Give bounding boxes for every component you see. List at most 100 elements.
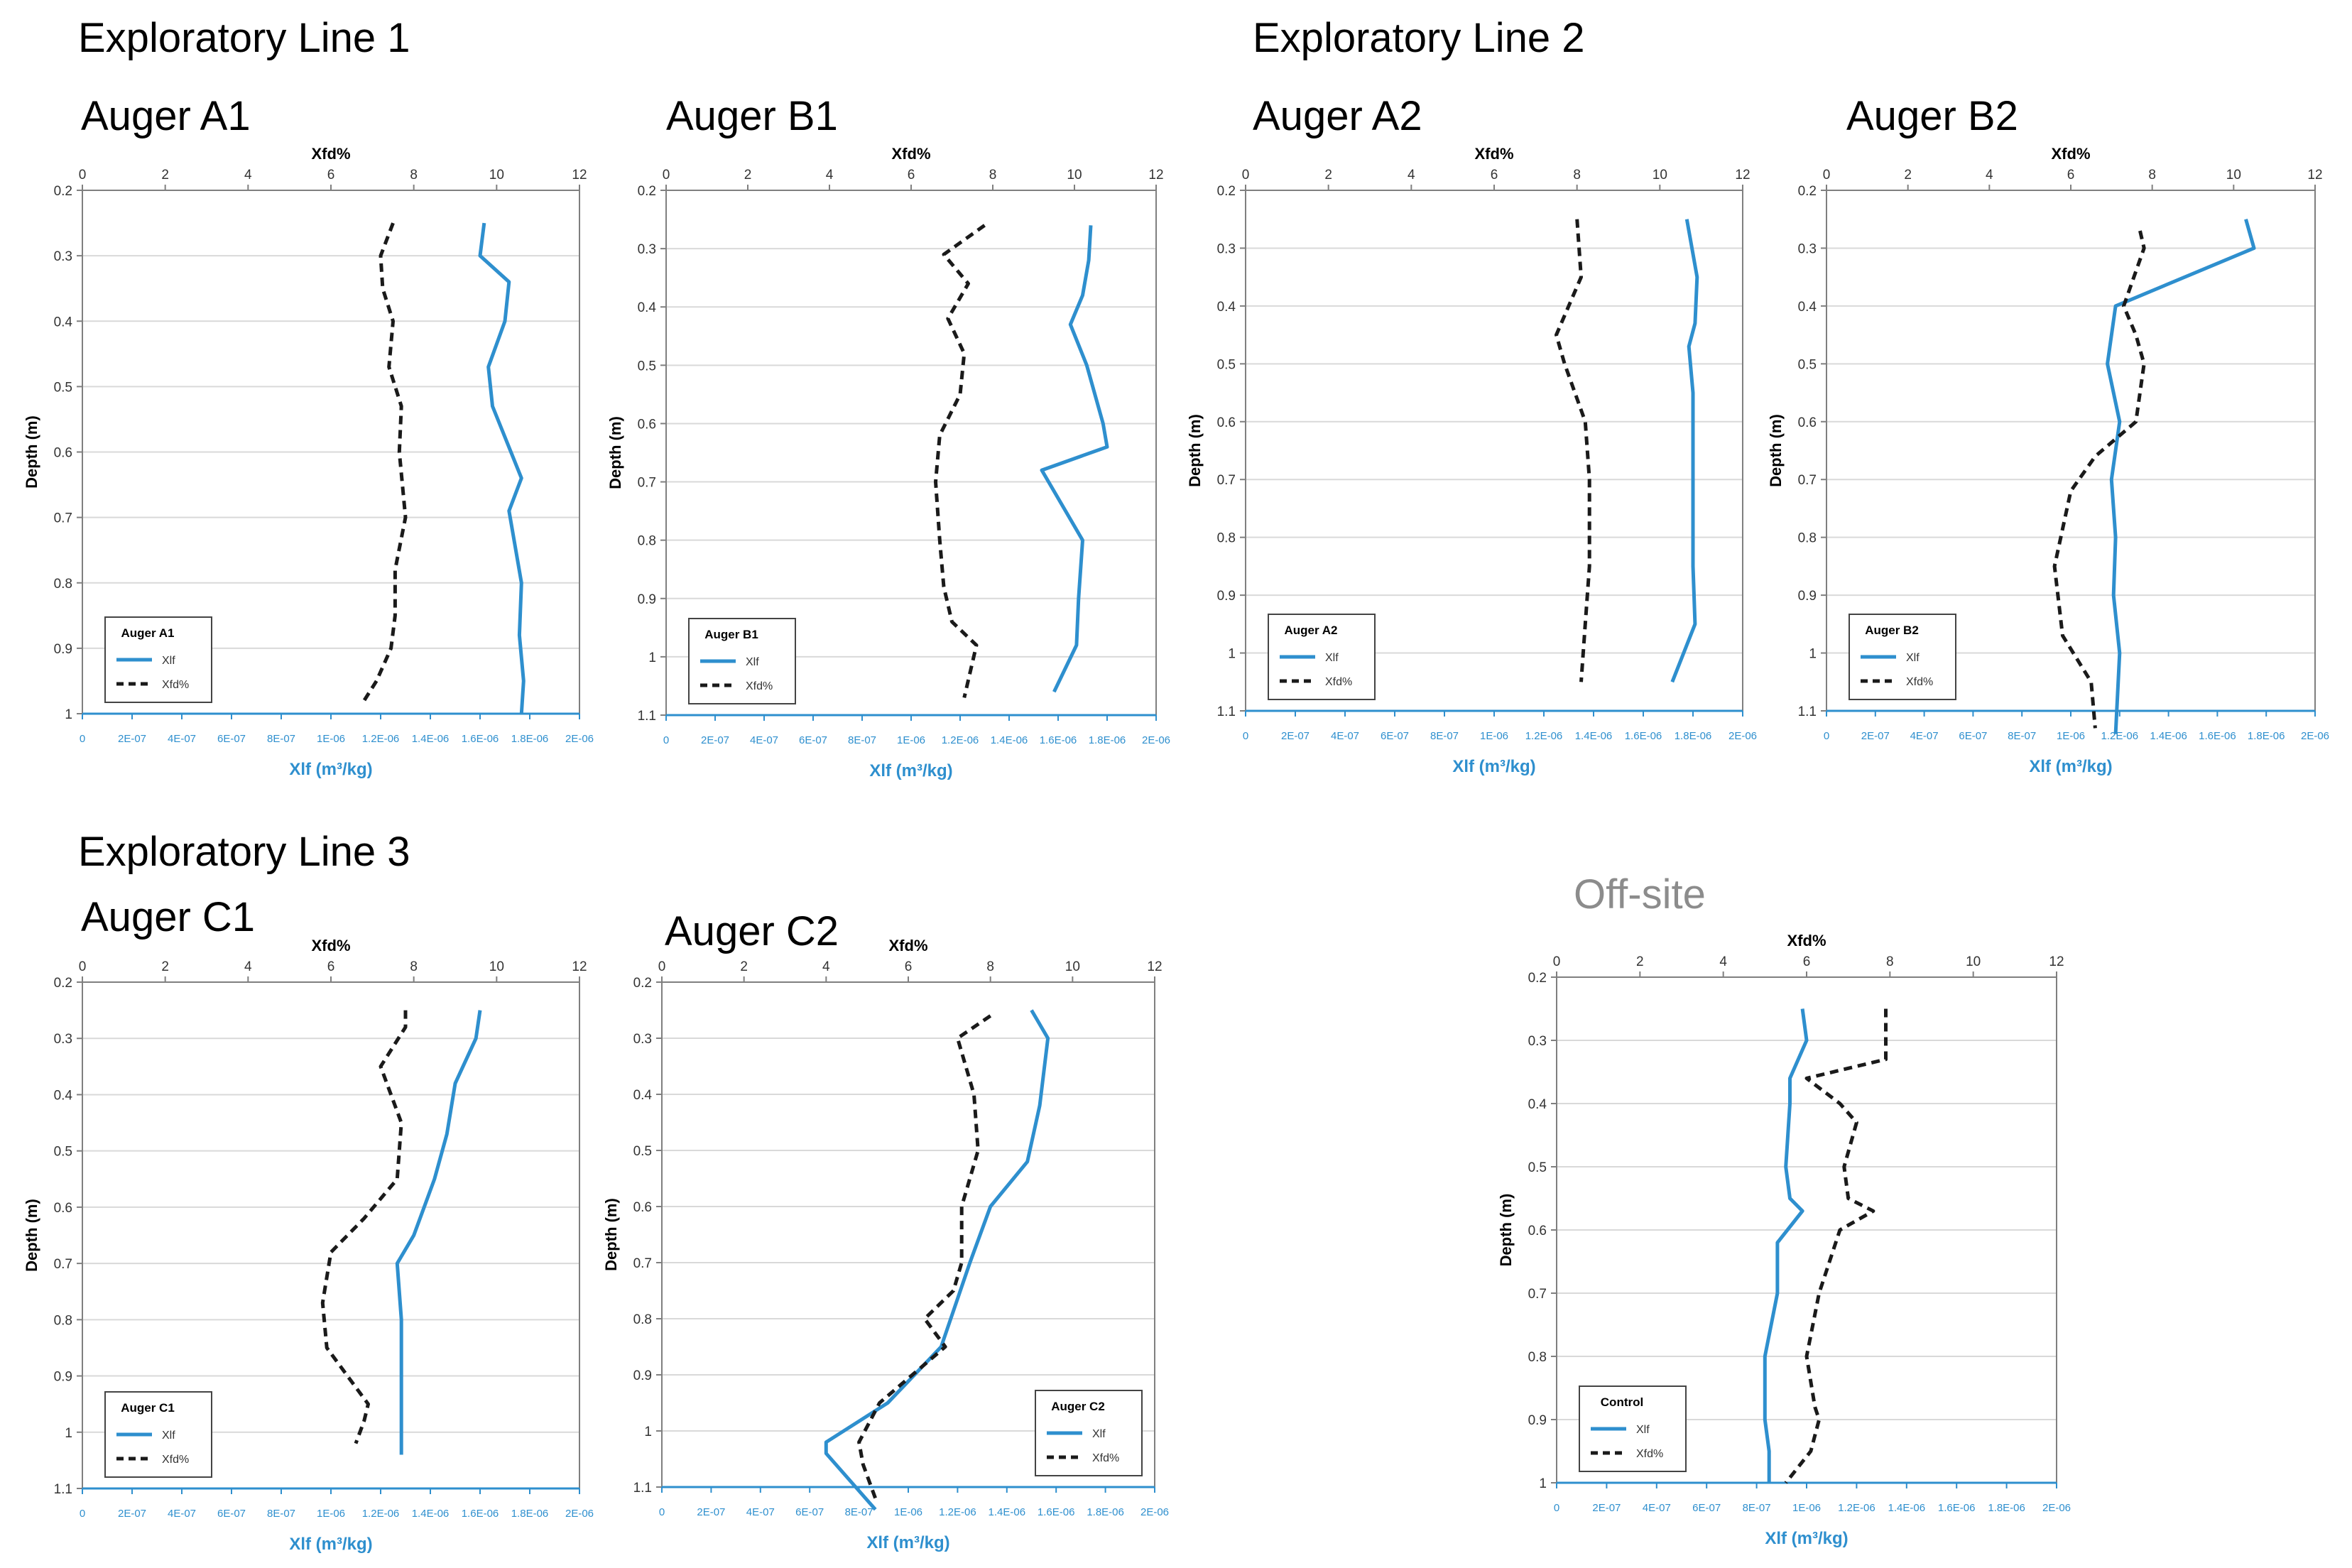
legend-label-xlf: Xlf <box>1636 1424 1650 1436</box>
xlf-tick-label: 8E-07 <box>848 734 876 746</box>
xlf-tick-label: 1.4E-06 <box>2150 730 2187 742</box>
xfd-tick-label: 2 <box>740 959 748 974</box>
y-tick-label: 1.1 <box>1798 704 1817 719</box>
xlf-tick-label: 8E-07 <box>267 1508 295 1520</box>
xfd-tick-label: 0 <box>658 959 666 974</box>
xlf-axis-title: Xlf (m³/kg) <box>289 760 372 779</box>
series-line-xfd-pct <box>1555 219 1591 682</box>
xfd-tick-label: 6 <box>2067 168 2075 183</box>
legend-title: Auger C1 <box>121 1401 175 1415</box>
xlf-tick-label: 1.8E-06 <box>2248 730 2285 742</box>
legend-title: Auger C2 <box>1051 1400 1105 1413</box>
xfd-axis-title: Xfd% <box>1475 145 1514 163</box>
xlf-tick-label: 4E-07 <box>1643 1502 1671 1514</box>
y-tick-label: 0.2 <box>54 184 72 199</box>
y-tick-label: 0.4 <box>1217 300 1236 315</box>
xlf-tick-label: 2E-06 <box>1728 730 1757 742</box>
xfd-tick-label: 10 <box>489 168 504 183</box>
xlf-tick-label: 8E-07 <box>845 1506 873 1518</box>
legend: Auger B2 Xlf Xfd% <box>1849 614 1956 700</box>
legend-label-xlf: Xlf <box>162 1430 175 1442</box>
xlf-tick-label: 2E-06 <box>2042 1502 2071 1514</box>
legend: Auger A1 Xlf Xfd% <box>104 616 212 703</box>
xlf-tick-label: 4E-07 <box>168 1508 196 1520</box>
xfd-tick-label: 10 <box>1065 959 1080 974</box>
xlf-tick-label: 0 <box>663 734 669 746</box>
xlf-tick-label: 1.8E-06 <box>1988 1502 2025 1514</box>
xlf-tick-label: 1.8E-06 <box>1675 730 1712 742</box>
y-tick-label: 0.2 <box>638 184 656 199</box>
y-tick-label: 0.9 <box>1217 589 1236 604</box>
xlf-tick-label: 1.8E-06 <box>1087 1506 1124 1518</box>
xfd-tick-label: 4 <box>244 168 252 183</box>
y-tick-label: 0.8 <box>1217 531 1236 546</box>
y-tick-label: 0.9 <box>1798 589 1817 604</box>
xfd-tick-label: 4 <box>1408 168 1415 183</box>
xlf-tick-label: 1.2E-06 <box>362 1508 400 1520</box>
y-tick-label: 0.4 <box>638 300 657 315</box>
xlf-tick-label: 1E-06 <box>1480 730 1508 742</box>
legend: Auger C2 Xlf Xfd% <box>1035 1390 1143 1476</box>
y-tick-label: 1.1 <box>633 1481 652 1496</box>
xlf-tick-label: 1.2E-06 <box>939 1506 976 1518</box>
series-line-xlf <box>824 1009 1050 1511</box>
y-tick-label: 0.4 <box>1798 300 1817 315</box>
xlf-axis-title: Xlf (m³/kg) <box>1452 757 1535 776</box>
xlf-tick-label: 1.4E-06 <box>1888 1502 1926 1514</box>
xfd-axis-title: Xfd% <box>312 937 351 954</box>
xfd-tick-label: 12 <box>1148 168 1163 183</box>
xlf-tick-label: 2E-07 <box>1861 730 1890 742</box>
offsite-title: Off-site <box>1574 871 1706 918</box>
depth-axis-title: Depth (m) <box>1497 1194 1515 1267</box>
xlf-tick-label: 0 <box>1243 730 1248 742</box>
depth-axis-title: Depth (m) <box>1186 414 1204 487</box>
y-tick-label: 0.3 <box>633 1032 652 1047</box>
y-tick-label: 0.6 <box>1528 1224 1547 1238</box>
legend-title: Control <box>1601 1395 1643 1409</box>
xfd-tick-label: 10 <box>1067 168 1082 183</box>
series-line-xlf <box>478 222 526 714</box>
xlf-tick-label: 2E-07 <box>697 1506 725 1518</box>
xlf-tick-label: 1E-06 <box>317 733 345 745</box>
xfd-tick-label: 12 <box>1147 959 1162 974</box>
xlf-axis-title: Xlf (m³/kg) <box>289 1535 372 1554</box>
legend: Control Xlf Xfd% <box>1579 1385 1687 1472</box>
xlf-tick-label: 1.6E-06 <box>1938 1502 1976 1514</box>
y-tick-label: 0.3 <box>54 249 72 264</box>
xlf-tick-label: 6E-07 <box>795 1506 824 1518</box>
y-tick-label: 0.2 <box>633 976 652 991</box>
depth-axis-title: Depth (m) <box>1767 414 1785 487</box>
legend-title: Auger A2 <box>1285 624 1338 637</box>
xlf-tick-label: 1.2E-06 <box>362 733 400 745</box>
xfd-tick-label: 6 <box>327 959 335 974</box>
y-tick-label: 0.6 <box>1217 415 1236 430</box>
y-tick-label: 0.6 <box>633 1200 652 1215</box>
y-tick-label: 0.7 <box>638 476 656 491</box>
exploratory-line-3-title: Exploratory Line 3 <box>78 829 410 875</box>
xfd-tick-label: 4 <box>826 168 834 183</box>
xlf-tick-label: 0 <box>659 1506 665 1518</box>
y-tick-label: 0.7 <box>1217 473 1236 488</box>
y-tick-label: 0.3 <box>638 242 656 257</box>
series-line-xlf <box>1763 1008 1809 1483</box>
xlf-tick-label: 1.4E-06 <box>1575 730 1613 742</box>
xfd-tick-label: 10 <box>489 959 504 974</box>
xlf-tick-label: 2E-06 <box>1140 1506 1169 1518</box>
depth-axis-title: Depth (m) <box>606 416 624 489</box>
series-line-xlf <box>1040 225 1109 693</box>
depth-axis-title: Depth (m) <box>23 1199 40 1272</box>
y-tick-label: 0.5 <box>54 1145 72 1160</box>
xlf-tick-label: 1.2E-06 <box>1838 1502 1875 1514</box>
xlf-tick-label: 2E-07 <box>118 1508 146 1520</box>
series-line-xlf <box>2106 219 2256 734</box>
legend: Auger A2 Xlf Xfd% <box>1268 614 1376 700</box>
xlf-tick-label: 4E-07 <box>1910 730 1939 742</box>
xlf-axis-title: Xlf (m³/kg) <box>866 1533 949 1552</box>
legend-label-xfd: Xfd% <box>1325 676 1352 688</box>
xfd-tick-label: 8 <box>1886 954 1894 969</box>
xlf-tick-label: 8E-07 <box>267 733 295 745</box>
legend-label-xlf: Xlf <box>1906 652 1920 664</box>
xlf-tick-label: 1.6E-06 <box>1038 1506 1075 1518</box>
xfd-tick-label: 2 <box>1904 168 1912 183</box>
